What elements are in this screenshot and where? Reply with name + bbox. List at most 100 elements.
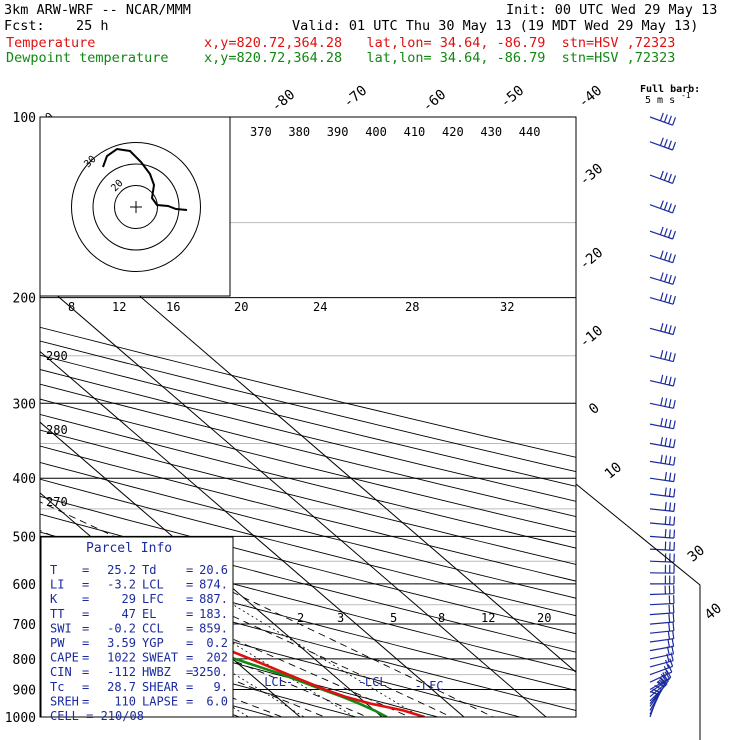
mixing-lower-label-12: 12 xyxy=(481,611,495,625)
isotherm-label--10: -10 xyxy=(577,323,607,352)
temperature-legend: Temperature xyxy=(6,35,96,51)
mixing-upper-label-28: 28 xyxy=(405,300,419,314)
parcel-row-8-label1: Tc xyxy=(50,680,64,694)
annotation-3: -LFC xyxy=(415,679,444,693)
parcel-row-6-label2: SWEAT xyxy=(142,651,178,665)
mixing-lower-label-5: 5 xyxy=(390,611,397,625)
wind-barb-725 xyxy=(649,622,675,634)
parcel-row-2-value1: 29 xyxy=(122,592,136,606)
isotherm-label--70: -70 xyxy=(341,83,371,112)
isotherm-40 xyxy=(40,280,547,717)
wind-barb-575 xyxy=(649,564,675,574)
mixing-upper-label-16: 16 xyxy=(166,300,180,314)
dry-adiabat-450 xyxy=(40,354,576,487)
parcel-row-6-label1: CAPE xyxy=(50,651,79,665)
theta-label-420: 420 xyxy=(442,125,464,139)
parcel-row-8-eq1: = xyxy=(82,680,89,694)
pressure-label-900: 900 xyxy=(13,684,36,699)
parcel-row-9-label2: LAPSE xyxy=(142,694,178,708)
mixing-upper-label-32: 32 xyxy=(500,300,514,314)
parcel-row-7-value1: -112 xyxy=(107,665,136,679)
isotherm-30 xyxy=(40,350,465,717)
wind-barb-325 xyxy=(649,417,676,430)
isotherm-20 xyxy=(40,421,383,717)
barb-legend-units: 5 m s xyxy=(645,95,675,106)
mixing-lower-label-8: 8 xyxy=(438,611,445,625)
parcel-row-2-label2: LFC xyxy=(142,592,164,606)
mixing-upper-label-20: 20 xyxy=(234,300,248,314)
wind-barb-275 xyxy=(649,374,676,387)
parcel-row-5-label2: YGP xyxy=(142,636,164,650)
pressure-label-300: 300 xyxy=(13,397,36,412)
wind-barb-170 xyxy=(649,250,676,264)
parcel-row-0-label1: T xyxy=(50,563,57,577)
plot-frame xyxy=(39,116,577,718)
hodograph-ring-1 xyxy=(114,185,158,229)
dry-adiabat-380 xyxy=(40,461,576,599)
wind-barb-675 xyxy=(649,604,675,616)
parcel-row-3-label1: TT xyxy=(50,607,64,621)
isotherm-label-0: 0 xyxy=(586,400,603,418)
barb-frame-edge xyxy=(575,483,701,740)
isotherm-label-40: 40 xyxy=(702,600,725,623)
dry-adiabat-390 xyxy=(40,445,576,582)
wind-barb-350 xyxy=(649,436,676,449)
wind-barb-225 xyxy=(649,322,676,336)
parcel-row-7-eq2: = xyxy=(186,665,193,679)
wind-barb-140 xyxy=(649,200,677,214)
wind-barb-600 xyxy=(650,575,675,585)
isotherm-label-30: 30 xyxy=(685,542,708,565)
pressure-label-500: 500 xyxy=(13,530,36,545)
model-title: 3km ARW-WRF -- NCAR/MMM xyxy=(4,2,191,18)
parcel-row-8-value2: 9. xyxy=(214,680,228,694)
mixing-lower-label-3: 3 xyxy=(337,611,344,625)
theta-left-label-280: 280 xyxy=(46,423,68,437)
wind-barb-750 xyxy=(649,630,675,643)
parcel-info-group: Parcel Info T = 25.2 Td = 20.6 LI = -3.2 LCL = 874. K… xyxy=(40,536,234,723)
init-time: Init: 00 UTC Wed 29 May 13 xyxy=(506,2,718,18)
parcel-row-7-eq1: = xyxy=(82,665,89,679)
wind-barb-375 xyxy=(649,454,676,466)
parcel-box xyxy=(40,536,234,718)
wind-barb-300 xyxy=(649,397,676,409)
wind-barb-155 xyxy=(649,226,676,240)
parcel-row-1-label2: LCL xyxy=(142,578,164,592)
wind-barb-650 xyxy=(649,595,675,606)
wind-barb-850 xyxy=(649,658,674,676)
parcel-row-8-value1: 28.7 xyxy=(107,680,136,694)
pressure-label-1000: 1000 xyxy=(5,711,36,726)
hodograph-ring-3 xyxy=(71,142,201,272)
isotherm-50 xyxy=(40,209,576,673)
parcel-row-0-label2: Td xyxy=(142,563,156,577)
theta-label-430: 430 xyxy=(480,125,502,139)
hodograph-trace xyxy=(102,147,188,211)
parcel-row-2-label1: K xyxy=(50,592,58,606)
wind-barb-910 xyxy=(649,671,671,693)
parcel-row-7-label1: CIN xyxy=(50,665,72,679)
parcel-row-4-label2: CCL xyxy=(142,621,164,635)
wind-barb-450 xyxy=(649,502,676,512)
isotherm-label--30: -30 xyxy=(577,161,607,190)
pressure-label-200: 200 xyxy=(13,292,36,307)
valid-time: Valid: 01 UTC Thu 30 May 13 (19 MDT Wed … xyxy=(292,18,699,34)
mixing-upper-label-12: 12 xyxy=(112,300,126,314)
wind-barb-200 xyxy=(649,292,676,305)
parcel-row-5-label1: PW xyxy=(50,636,65,650)
parcel-row-5-value2: 0.2 xyxy=(206,636,228,650)
wind-barb-185 xyxy=(649,272,677,285)
wind-barb-400 xyxy=(649,472,676,483)
parcel-row-5-eq2: = xyxy=(186,636,193,650)
wind-barb-550 xyxy=(649,553,675,563)
theta-label-410: 410 xyxy=(404,125,426,139)
parcel-row-3-value1: 47 xyxy=(122,607,136,621)
isotherm-label--40: -40 xyxy=(576,83,606,112)
moist-adiabat-15 xyxy=(40,606,326,717)
parcel-row-9-eq2: = xyxy=(186,694,193,708)
mixing-upper-label-8: 8 xyxy=(68,300,75,314)
theta-label-400: 400 xyxy=(365,125,387,139)
parcel-row-7-label2: HWBZ xyxy=(142,665,171,679)
dry-adiabat-350 xyxy=(40,513,576,653)
parcel-row-9-value2: 6.0 xyxy=(206,694,228,708)
wind-barb-875 xyxy=(649,664,673,683)
